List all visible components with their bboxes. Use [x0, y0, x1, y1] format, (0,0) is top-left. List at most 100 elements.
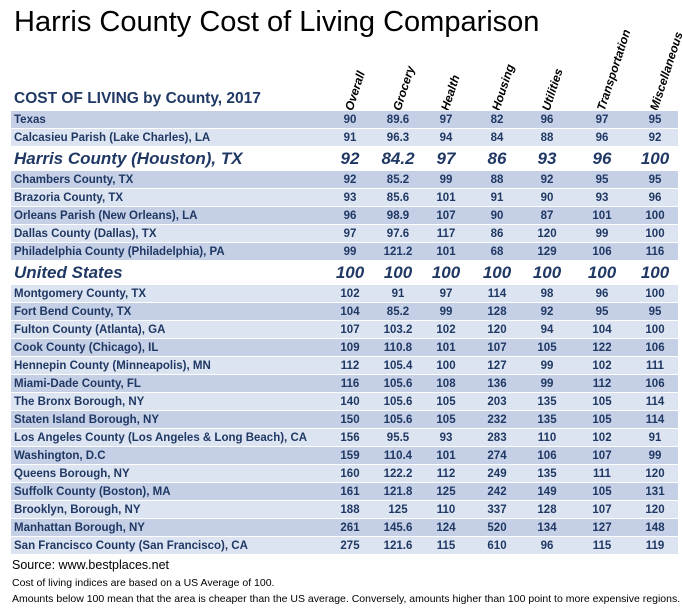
value-cell-overall: 92 — [340, 148, 360, 168]
value-cell-utilities: 92 — [540, 305, 554, 318]
value-cell-overall: 97 — [343, 227, 357, 240]
value-cell-health: 99 — [439, 173, 453, 186]
value-cell-utilities: 96 — [540, 113, 554, 126]
table-row: United States 100 100 100 100 100 100 100 — [11, 260, 678, 284]
value-cell-health: 100 — [431, 262, 461, 282]
column-header-utilities: Utilities — [539, 66, 566, 113]
source-note: Source: www.bestplaces.net — [12, 558, 170, 572]
value-cell-housing: 100 — [482, 262, 512, 282]
value-cell-grocery: 122.2 — [383, 467, 413, 480]
value-cell-utilities: 93 — [537, 148, 557, 168]
value-cell-miscellaneous: 131 — [645, 485, 665, 498]
table-row: Hennepin County (Minneapolis), MN 112 105.… — [11, 356, 678, 374]
row-label: Brooklyn, Borough, NY — [14, 503, 141, 516]
value-cell-utilities: 96 — [540, 539, 554, 552]
value-cell-transportation: 107 — [592, 503, 612, 516]
value-cell-housing: 84 — [490, 131, 504, 144]
row-label: Brazoria County, TX — [14, 191, 124, 204]
value-cell-overall: 159 — [340, 449, 360, 462]
table-row: Montgomery County, TX 102 91 97 114 98 96 100 — [11, 284, 678, 302]
value-cell-transportation: 96 — [592, 148, 612, 168]
row-label: Harris County (Houston), TX — [14, 148, 243, 168]
row-label: Los Angeles County (Los Angeles & Long B… — [14, 431, 308, 444]
column-header-grocery: Grocery — [390, 64, 418, 113]
value-cell-utilities: 98 — [540, 287, 554, 300]
value-cell-health: 101 — [436, 341, 456, 354]
value-cell-miscellaneous: 100 — [645, 287, 665, 300]
value-cell-transportation: 122 — [592, 341, 612, 354]
value-cell-overall: 96 — [343, 209, 357, 222]
row-label: The Bronx Borough, NY — [14, 395, 145, 408]
table-row: Calcasieu Parish (Lake Charles), LA 91 96.… — [11, 128, 678, 146]
value-cell-miscellaneous: 100 — [645, 323, 665, 336]
value-cell-transportation: 104 — [592, 323, 612, 336]
value-cell-health: 99 — [439, 305, 453, 318]
value-cell-utilities: 94 — [540, 323, 554, 336]
row-label: Orleans Parish (New Orleans), LA — [14, 209, 198, 222]
value-cell-grocery: 125 — [388, 503, 408, 516]
row-label: Dallas County (Dallas), TX — [14, 227, 157, 240]
value-cell-miscellaneous: 119 — [645, 539, 665, 552]
value-cell-utilities: 129 — [537, 245, 557, 258]
value-cell-housing: 274 — [487, 449, 507, 462]
row-label: Texas — [14, 113, 46, 126]
table-row: Brooklyn, Borough, NY 188 125 110 337 128 107 1… — [11, 500, 678, 518]
value-cell-health: 97 — [439, 113, 453, 126]
value-cell-miscellaneous: 99 — [648, 449, 662, 462]
value-cell-miscellaneous: 100 — [645, 227, 665, 240]
value-cell-housing: 136 — [487, 377, 507, 390]
value-cell-health: 97 — [439, 287, 453, 300]
column-header-transportation: Transportation — [594, 27, 634, 113]
value-cell-transportation: 97 — [595, 113, 609, 126]
value-cell-grocery: 105.6 — [383, 395, 413, 408]
value-cell-transportation: 93 — [595, 191, 609, 204]
row-label: Suffolk County (Boston), MA — [14, 485, 171, 498]
value-cell-miscellaneous: 95 — [648, 173, 662, 186]
value-cell-grocery: 103.2 — [383, 323, 413, 336]
value-cell-housing: 120 — [487, 323, 507, 336]
value-cell-utilities: 99 — [540, 377, 554, 390]
row-label: San Francisco County (San Francisco), CA — [14, 539, 248, 552]
table-row: The Bronx Borough, NY 140 105.6 105 203 135 10… — [11, 392, 678, 410]
value-cell-housing: 520 — [487, 521, 507, 534]
value-cell-utilities: 135 — [537, 413, 557, 426]
value-cell-grocery: 96.3 — [386, 131, 410, 144]
value-cell-health: 112 — [436, 467, 456, 480]
value-cell-miscellaneous: 114 — [645, 395, 665, 408]
value-cell-miscellaneous: 116 — [645, 245, 665, 258]
value-cell-housing: 86 — [487, 148, 507, 168]
value-cell-grocery: 105.6 — [383, 377, 413, 390]
value-cell-utilities: 105 — [537, 341, 557, 354]
value-cell-transportation: 102 — [592, 359, 612, 372]
value-cell-utilities: 135 — [537, 467, 557, 480]
value-cell-grocery: 91 — [391, 287, 405, 300]
value-cell-health: 94 — [439, 131, 453, 144]
value-cell-housing: 242 — [487, 485, 507, 498]
column-header-overall: Overall — [342, 69, 368, 113]
value-cell-health: 101 — [436, 449, 456, 462]
row-label: Manhattan Borough, NY — [14, 521, 145, 534]
value-cell-housing: 107 — [487, 341, 507, 354]
value-cell-transportation: 107 — [592, 449, 612, 462]
value-cell-health: 100 — [436, 359, 456, 372]
row-label: Queens Borough, NY — [14, 467, 130, 480]
table-row: Washington, D.C 159 110.4 101 274 106 107 99 — [11, 446, 678, 464]
value-cell-health: 97 — [436, 148, 456, 168]
table-row: Chambers County, TX 92 85.2 99 88 92 95 95 — [11, 170, 678, 188]
table-row: Suffolk County (Boston), MA 161 121.8 125 24… — [11, 482, 678, 500]
table-row: Manhattan Borough, NY 261 145.6 124 520 134 12… — [11, 518, 678, 536]
column-header-miscellaneous: Miscellaneous — [647, 29, 682, 113]
footnote-1: Cost of living indices are based on a US… — [12, 577, 275, 589]
value-cell-overall: 92 — [343, 173, 357, 186]
value-cell-grocery: 110.8 — [383, 341, 413, 354]
value-cell-transportation: 96 — [595, 287, 609, 300]
value-cell-utilities: 87 — [540, 209, 554, 222]
value-cell-transportation: 112 — [592, 377, 612, 390]
value-cell-miscellaneous: 95 — [648, 305, 662, 318]
column-header-housing: Housing — [489, 62, 518, 113]
page-title: Harris County Cost of Living Comparison — [14, 6, 540, 38]
value-cell-overall: 261 — [340, 521, 360, 534]
value-cell-miscellaneous: 120 — [645, 503, 665, 516]
value-cell-grocery: 121.2 — [383, 245, 413, 258]
value-cell-housing: 203 — [487, 395, 507, 408]
